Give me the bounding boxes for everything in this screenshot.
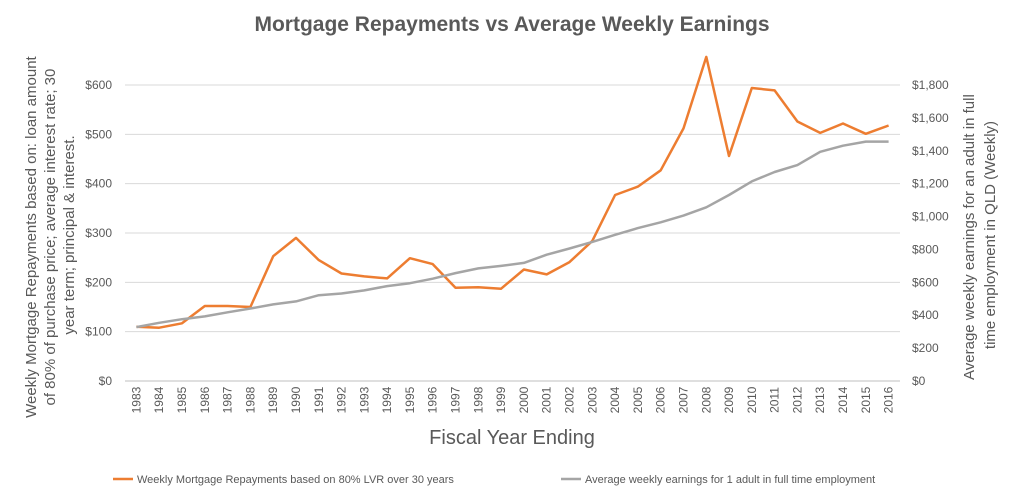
- y2-tick-label: $400: [912, 308, 939, 322]
- series-lines: [136, 55, 890, 329]
- x-tick-label: 1994: [380, 386, 394, 413]
- y2-tick-label: $1,000: [912, 210, 949, 224]
- x-tick-label: 1989: [266, 386, 280, 413]
- y-tick-label: $0: [99, 374, 113, 388]
- y2-tick-label: $1,200: [912, 177, 949, 191]
- x-tick-label: 2011: [768, 387, 782, 413]
- x-tick-label: 2012: [790, 386, 804, 413]
- x-tick-label: 2006: [654, 386, 668, 413]
- x-tick-label: 1990: [289, 386, 303, 413]
- x-tick-label: 2002: [562, 386, 576, 413]
- x-tick-label: 1985: [175, 386, 189, 413]
- y-tick-label: $300: [85, 226, 112, 240]
- series-line-earnings: [136, 140, 889, 329]
- x-tick-label: 2001: [540, 386, 554, 413]
- x-tick-label: 2008: [699, 386, 713, 413]
- y-tick-label: $600: [85, 78, 112, 92]
- gridlines: [125, 84, 900, 382]
- x-tick-label: 1986: [198, 386, 212, 413]
- x-tick-label: 2016: [882, 386, 896, 413]
- x-tick-label: 2010: [745, 386, 759, 413]
- y2-tick-label: $1,400: [912, 144, 949, 158]
- x-tick-label: 2013: [813, 386, 827, 413]
- x-tick-label: 1983: [129, 386, 143, 413]
- x-tick-label: 1997: [449, 386, 463, 413]
- y-axis-title-right: Average weekly earnings for an adult in …: [961, 90, 999, 380]
- y2-tick-label: $1,600: [912, 111, 949, 125]
- x-tick-label: 2000: [517, 386, 531, 413]
- x-tick-label: 1999: [494, 386, 508, 413]
- y-axis-right: $0 $200 $400 $600 $800 $1,000 $1,200 $1,400 $1,6…: [912, 78, 949, 388]
- x-tick-label: 1998: [471, 386, 485, 413]
- y2-tick-label: $0: [912, 374, 926, 388]
- x-tick-label: 1987: [221, 386, 235, 413]
- y2-tick-label: $1,800: [912, 78, 949, 92]
- x-axis-title: Fiscal Year Ending: [429, 427, 595, 449]
- y2-tick-label: $200: [912, 341, 939, 355]
- x-axis: 1983 1984 1985 1986 1987 1988 1989 1990 1991 1992…: [129, 386, 895, 413]
- y-tick-label: $400: [85, 177, 112, 191]
- series-line-mortgage: [136, 55, 890, 329]
- x-tick-label: 2004: [608, 386, 622, 413]
- x-tick-label: 1991: [312, 386, 326, 413]
- chart-title: Mortgage Repayments vs Average Weekly Ea…: [254, 13, 769, 36]
- x-tick-label: 2009: [722, 386, 736, 413]
- legend-label-earnings: Average weekly earnings for 1 adult in f…: [585, 474, 875, 486]
- x-tick-label: 2015: [859, 386, 873, 413]
- x-tick-label: 1984: [152, 386, 166, 413]
- legend: Weekly Mortgage Repayments based on 80% …: [113, 474, 875, 486]
- x-tick-label: 1992: [335, 386, 349, 413]
- y-tick-label: $500: [85, 127, 112, 141]
- x-tick-label: 2014: [836, 386, 850, 413]
- y2-tick-label: $800: [912, 242, 939, 256]
- x-tick-label: 1996: [426, 386, 440, 413]
- x-tick-label: 2003: [585, 386, 599, 413]
- y2-tick-label: $600: [912, 275, 939, 289]
- y-axis-title-left: Weekly Mortgage Repayments based on: loa…: [23, 52, 78, 418]
- x-tick-label: 1995: [403, 386, 417, 413]
- x-tick-label: 1993: [357, 386, 371, 413]
- y-tick-label: $100: [85, 325, 112, 339]
- legend-label-mortgage: Weekly Mortgage Repayments based on 80% …: [137, 474, 454, 486]
- y-tick-label: $200: [85, 275, 112, 289]
- y-axis-left: $0 $100 $200 $300 $400 $500 $600: [85, 78, 112, 388]
- x-tick-label: 2005: [631, 386, 645, 413]
- x-tick-label: 2007: [676, 386, 690, 413]
- x-tick-label: 1988: [243, 386, 257, 413]
